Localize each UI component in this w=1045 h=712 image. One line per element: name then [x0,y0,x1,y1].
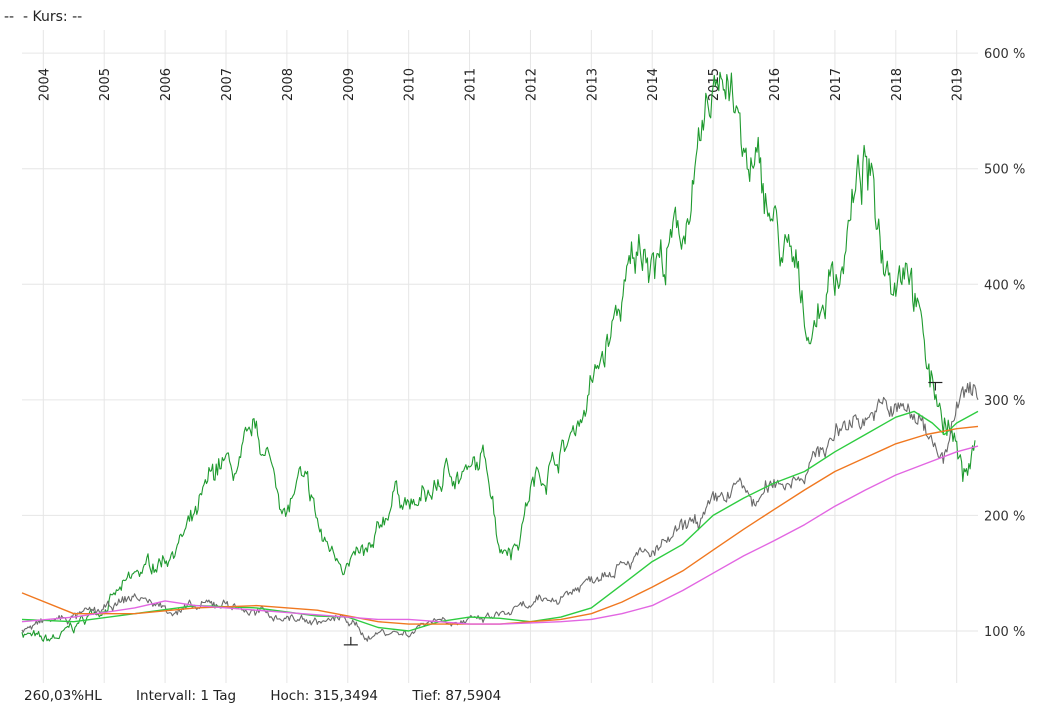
x-tick-label: 2012 [524,68,539,101]
y-gridlines [22,52,978,632]
x-tick-label: 2005 [98,68,113,101]
x-tick-label: 2010 [403,68,418,101]
y-tick-label: 300 % [984,394,1025,409]
interval-value: Intervall: 1 Tag [136,688,237,704]
x-axis-labels: 2004 2005 2006 2007 2008 2009 2010 2011 2012 2013… [37,68,965,101]
series-layer [21,71,979,642]
x-tick-label: 2009 [342,68,357,101]
y-tick-label: 200 % [984,509,1025,524]
series-line-gd-100-orange- [21,425,979,625]
x-tick-label: 2016 [768,68,783,101]
series-line-kurs-gr-n- [21,71,976,642]
x-tick-label: 2017 [829,68,844,101]
performance-value: 260,03%HL [24,688,102,704]
series-line-kurs-grau- [21,381,979,642]
y-tick-label: 100 % [984,625,1025,640]
x-tick-label: 2006 [159,68,174,101]
high-value: Hoch: 315,3494 [270,688,379,704]
y-tick-label: 600 % [984,47,1025,62]
x-tick-label: 2014 [646,68,661,101]
y-axis-labels: 100 % 200 % 300 % 400 % 500 % 600 % [984,47,1025,640]
x-tick-label: 2008 [281,68,296,101]
x-gridlines [42,30,958,683]
series-line-gd-200-magenta- [21,445,979,625]
marker-tief [343,636,358,646]
x-tick-label: 2011 [464,68,479,101]
low-value: Tief: 87,5904 [412,688,502,704]
y-tick-label: 500 % [984,163,1025,178]
chart-footer: 260,03%HL Intervall: 1 Tag Hoch: 315,349… [24,688,531,704]
x-tick-label: 2015 [707,68,722,101]
marker-layer [343,381,943,646]
x-tick-label: 2007 [220,68,235,101]
x-tick-label: 2013 [585,68,600,101]
x-tick-label: 2018 [890,68,905,101]
x-tick-label: 2019 [951,68,966,101]
x-tick-label: 2004 [37,68,52,101]
marker-hoch [928,381,943,391]
chart-title: -- - Kurs: -- [4,9,83,25]
y-tick-label: 400 % [984,278,1025,293]
